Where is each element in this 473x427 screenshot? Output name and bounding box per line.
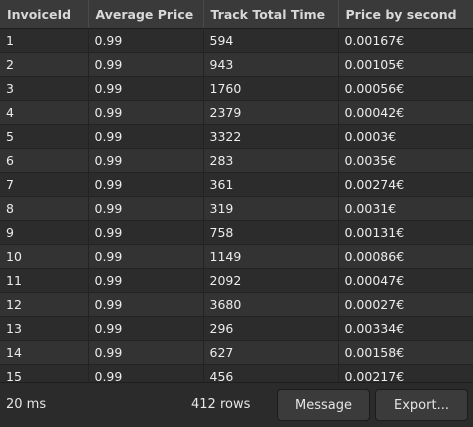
cell-average-price[interactable]: 0.99	[88, 220, 204, 245]
cell-price-by-second[interactable]: 0.00105€	[338, 52, 473, 77]
table-row[interactable]: 12 0.99 3680 0.00027€	[0, 292, 473, 317]
cell-average-price[interactable]: 0.99	[88, 292, 204, 317]
cell-invoiceid[interactable]: 3	[0, 76, 89, 101]
cell-track-total-time[interactable]: 3680	[203, 292, 339, 317]
results-grid[interactable]: InvoiceId Average Price Track Total Time…	[0, 0, 473, 382]
table-row[interactable]: 1 0.99 594 0.00167€	[0, 28, 473, 53]
cell-price-by-second[interactable]: 0.00086€	[338, 244, 473, 269]
cell-price-by-second[interactable]: 0.00056€	[338, 76, 473, 101]
column-header-price-by-second[interactable]: Price by second	[338, 0, 473, 29]
cell-track-total-time[interactable]: 361	[203, 172, 339, 197]
table-row[interactable]: 7 0.99 361 0.00274€	[0, 172, 473, 197]
results-table: InvoiceId Average Price Track Total Time…	[0, 0, 473, 382]
table-row[interactable]: 9 0.99 758 0.00131€	[0, 220, 473, 245]
cell-average-price[interactable]: 0.99	[88, 76, 204, 101]
cell-price-by-second[interactable]: 0.0031€	[338, 196, 473, 221]
cell-track-total-time[interactable]: 319	[203, 196, 339, 221]
cell-invoiceid[interactable]: 10	[0, 244, 89, 269]
cell-average-price[interactable]: 0.99	[88, 124, 204, 149]
column-header-invoiceid[interactable]: InvoiceId	[0, 0, 89, 29]
cell-invoiceid[interactable]: 2	[0, 52, 89, 77]
column-header-average-price[interactable]: Average Price	[88, 0, 204, 29]
table-row[interactable]: 11 0.99 2092 0.00047€	[0, 268, 473, 293]
table-row[interactable]: 6 0.99 283 0.0035€	[0, 148, 473, 173]
cell-track-total-time[interactable]: 296	[203, 316, 339, 341]
cell-average-price[interactable]: 0.99	[88, 148, 204, 173]
cell-price-by-second[interactable]: 0.00027€	[338, 292, 473, 317]
cell-price-by-second[interactable]: 0.00217€	[338, 364, 473, 382]
cell-track-total-time[interactable]: 3322	[203, 124, 339, 149]
cell-average-price[interactable]: 0.99	[88, 316, 204, 341]
cell-invoiceid[interactable]: 15	[0, 364, 89, 382]
cell-track-total-time[interactable]: 283	[203, 148, 339, 173]
cell-average-price[interactable]: 0.99	[88, 52, 204, 77]
message-button[interactable]: Message	[277, 389, 370, 421]
elapsed-time: 20 ms	[6, 397, 47, 412]
cell-invoiceid[interactable]: 14	[0, 340, 89, 365]
cell-track-total-time[interactable]: 1149	[203, 244, 339, 269]
header-row: InvoiceId Average Price Track Total Time…	[0, 0, 473, 29]
cell-average-price[interactable]: 0.99	[88, 28, 204, 53]
cell-invoiceid[interactable]: 6	[0, 148, 89, 173]
cell-track-total-time[interactable]: 943	[203, 52, 339, 77]
cell-track-total-time[interactable]: 594	[203, 28, 339, 53]
column-header-track-total-time[interactable]: Track Total Time	[203, 0, 339, 29]
cell-price-by-second[interactable]: 0.00167€	[338, 28, 473, 53]
cell-average-price[interactable]: 0.99	[88, 364, 204, 382]
table-row[interactable]: 2 0.99 943 0.00105€	[0, 52, 473, 77]
cell-invoiceid[interactable]: 8	[0, 196, 89, 221]
cell-average-price[interactable]: 0.99	[88, 196, 204, 221]
cell-invoiceid[interactable]: 13	[0, 316, 89, 341]
cell-price-by-second[interactable]: 0.00274€	[338, 172, 473, 197]
status-bar: 20 ms 412 rows Message Export...	[0, 382, 473, 427]
cell-invoiceid[interactable]: 11	[0, 268, 89, 293]
table-row[interactable]: 14 0.99 627 0.00158€	[0, 340, 473, 365]
row-count: 412 rows	[191, 397, 251, 412]
cell-invoiceid[interactable]: 5	[0, 124, 89, 149]
table-row[interactable]: 5 0.99 3322 0.0003€	[0, 124, 473, 149]
cell-track-total-time[interactable]: 758	[203, 220, 339, 245]
cell-track-total-time[interactable]: 2092	[203, 268, 339, 293]
cell-track-total-time[interactable]: 2379	[203, 100, 339, 125]
cell-price-by-second[interactable]: 0.00158€	[338, 340, 473, 365]
cell-invoiceid[interactable]: 12	[0, 292, 89, 317]
cell-price-by-second[interactable]: 0.0003€	[338, 124, 473, 149]
table-row[interactable]: 3 0.99 1760 0.00056€	[0, 76, 473, 101]
cell-price-by-second[interactable]: 0.00131€	[338, 220, 473, 245]
cell-price-by-second[interactable]: 0.0035€	[338, 148, 473, 173]
table-row[interactable]: 10 0.99 1149 0.00086€	[0, 244, 473, 269]
table-row[interactable]: 15 0.99 456 0.00217€	[0, 364, 473, 382]
cell-price-by-second[interactable]: 0.00042€	[338, 100, 473, 125]
table-row[interactable]: 13 0.99 296 0.00334€	[0, 316, 473, 341]
cell-price-by-second[interactable]: 0.00047€	[338, 268, 473, 293]
cell-track-total-time[interactable]: 627	[203, 340, 339, 365]
table-row[interactable]: 4 0.99 2379 0.00042€	[0, 100, 473, 125]
cell-price-by-second[interactable]: 0.00334€	[338, 316, 473, 341]
cell-average-price[interactable]: 0.99	[88, 340, 204, 365]
export-button[interactable]: Export...	[375, 389, 468, 421]
cell-average-price[interactable]: 0.99	[88, 244, 204, 269]
cell-invoiceid[interactable]: 7	[0, 172, 89, 197]
table-row[interactable]: 8 0.99 319 0.0031€	[0, 196, 473, 221]
cell-track-total-time[interactable]: 1760	[203, 76, 339, 101]
cell-invoiceid[interactable]: 1	[0, 28, 89, 53]
cell-average-price[interactable]: 0.99	[88, 268, 204, 293]
cell-average-price[interactable]: 0.99	[88, 100, 204, 125]
cell-track-total-time[interactable]: 456	[203, 364, 339, 382]
cell-average-price[interactable]: 0.99	[88, 172, 204, 197]
cell-invoiceid[interactable]: 9	[0, 220, 89, 245]
cell-invoiceid[interactable]: 4	[0, 100, 89, 125]
